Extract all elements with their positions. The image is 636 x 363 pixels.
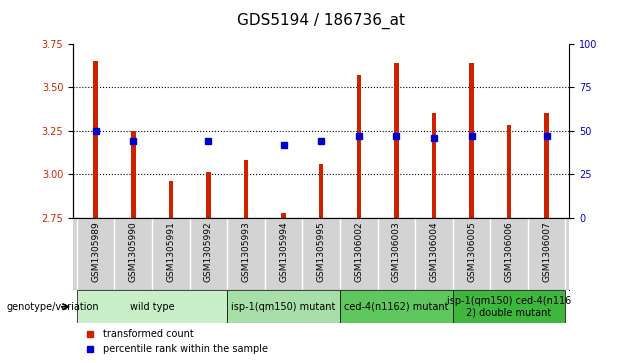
Text: genotype/variation: genotype/variation — [6, 302, 99, 312]
Text: ced-4(n1162) mutant: ced-4(n1162) mutant — [344, 302, 448, 312]
Bar — [131, 131, 135, 218]
Text: GSM1305991: GSM1305991 — [167, 221, 176, 282]
Text: GSM1305994: GSM1305994 — [279, 221, 288, 282]
Text: GSM1305989: GSM1305989 — [91, 221, 100, 282]
Text: GSM1306007: GSM1306007 — [542, 221, 551, 282]
Text: GSM1305990: GSM1305990 — [128, 221, 138, 282]
Text: wild type: wild type — [130, 302, 174, 312]
Bar — [432, 113, 436, 218]
Text: GSM1305995: GSM1305995 — [317, 221, 326, 282]
Bar — [227, 290, 340, 323]
Bar — [169, 181, 173, 218]
Bar — [77, 290, 227, 323]
Bar — [394, 63, 399, 218]
Bar — [206, 172, 211, 218]
Bar — [340, 290, 453, 323]
Text: GSM1306005: GSM1306005 — [467, 221, 476, 282]
Text: GSM1306003: GSM1306003 — [392, 221, 401, 282]
Bar — [319, 164, 324, 218]
Bar — [507, 126, 511, 218]
Bar — [453, 290, 565, 323]
Text: isp-1(qm150) ced-4(n116
2) double mutant: isp-1(qm150) ced-4(n116 2) double mutant — [447, 296, 571, 318]
Bar — [281, 213, 286, 218]
Bar — [93, 61, 98, 218]
Bar — [357, 75, 361, 218]
Bar — [244, 160, 248, 218]
Text: GSM1306004: GSM1306004 — [429, 221, 438, 282]
Text: GDS5194 / 186736_at: GDS5194 / 186736_at — [237, 13, 405, 29]
Legend: transformed count, percentile rank within the sample: transformed count, percentile rank withi… — [81, 326, 272, 358]
Text: GSM1305993: GSM1305993 — [242, 221, 251, 282]
Bar — [469, 63, 474, 218]
Text: GSM1306006: GSM1306006 — [504, 221, 514, 282]
Bar — [544, 113, 549, 218]
Text: isp-1(qm150) mutant: isp-1(qm150) mutant — [232, 302, 336, 312]
Text: GSM1305992: GSM1305992 — [204, 221, 213, 282]
Text: GSM1306002: GSM1306002 — [354, 221, 363, 282]
